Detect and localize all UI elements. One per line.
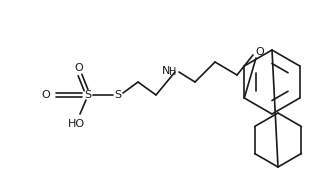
Text: S: S (115, 90, 121, 100)
Text: S: S (84, 90, 91, 100)
Text: O: O (256, 47, 264, 57)
Text: N: N (162, 66, 170, 76)
Text: O: O (75, 63, 83, 73)
Text: HO: HO (67, 119, 84, 129)
Text: O: O (42, 90, 50, 100)
Text: H: H (169, 67, 177, 77)
